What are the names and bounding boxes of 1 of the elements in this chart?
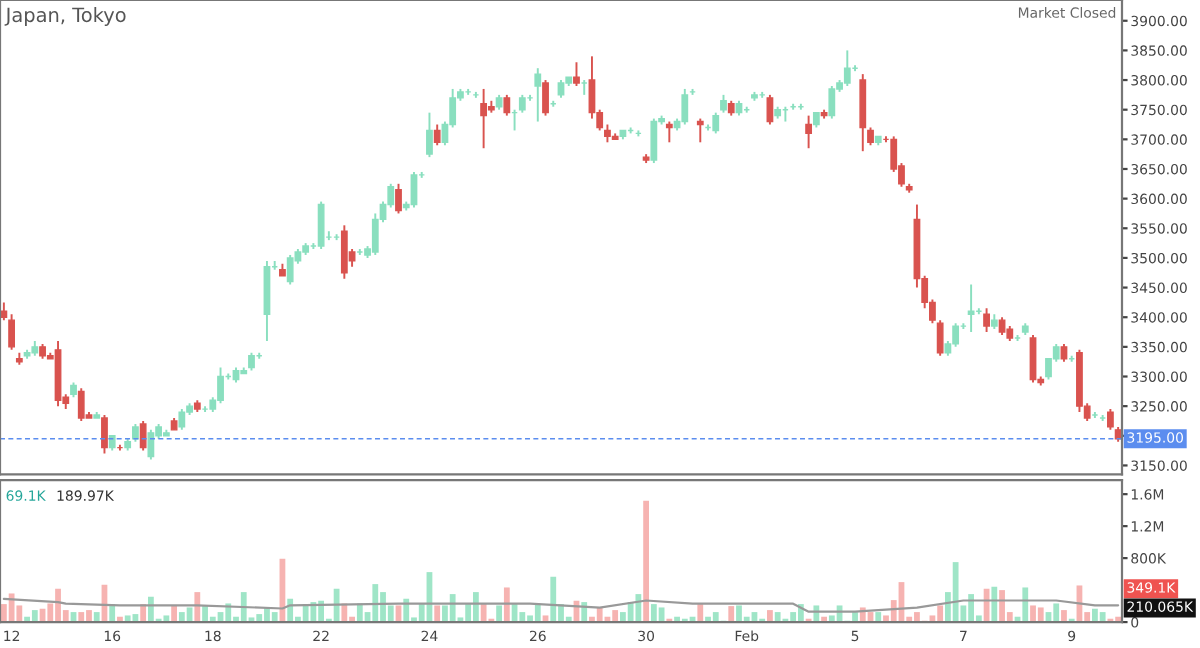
chart-title: Japan, Tokyo <box>4 7 126 26</box>
